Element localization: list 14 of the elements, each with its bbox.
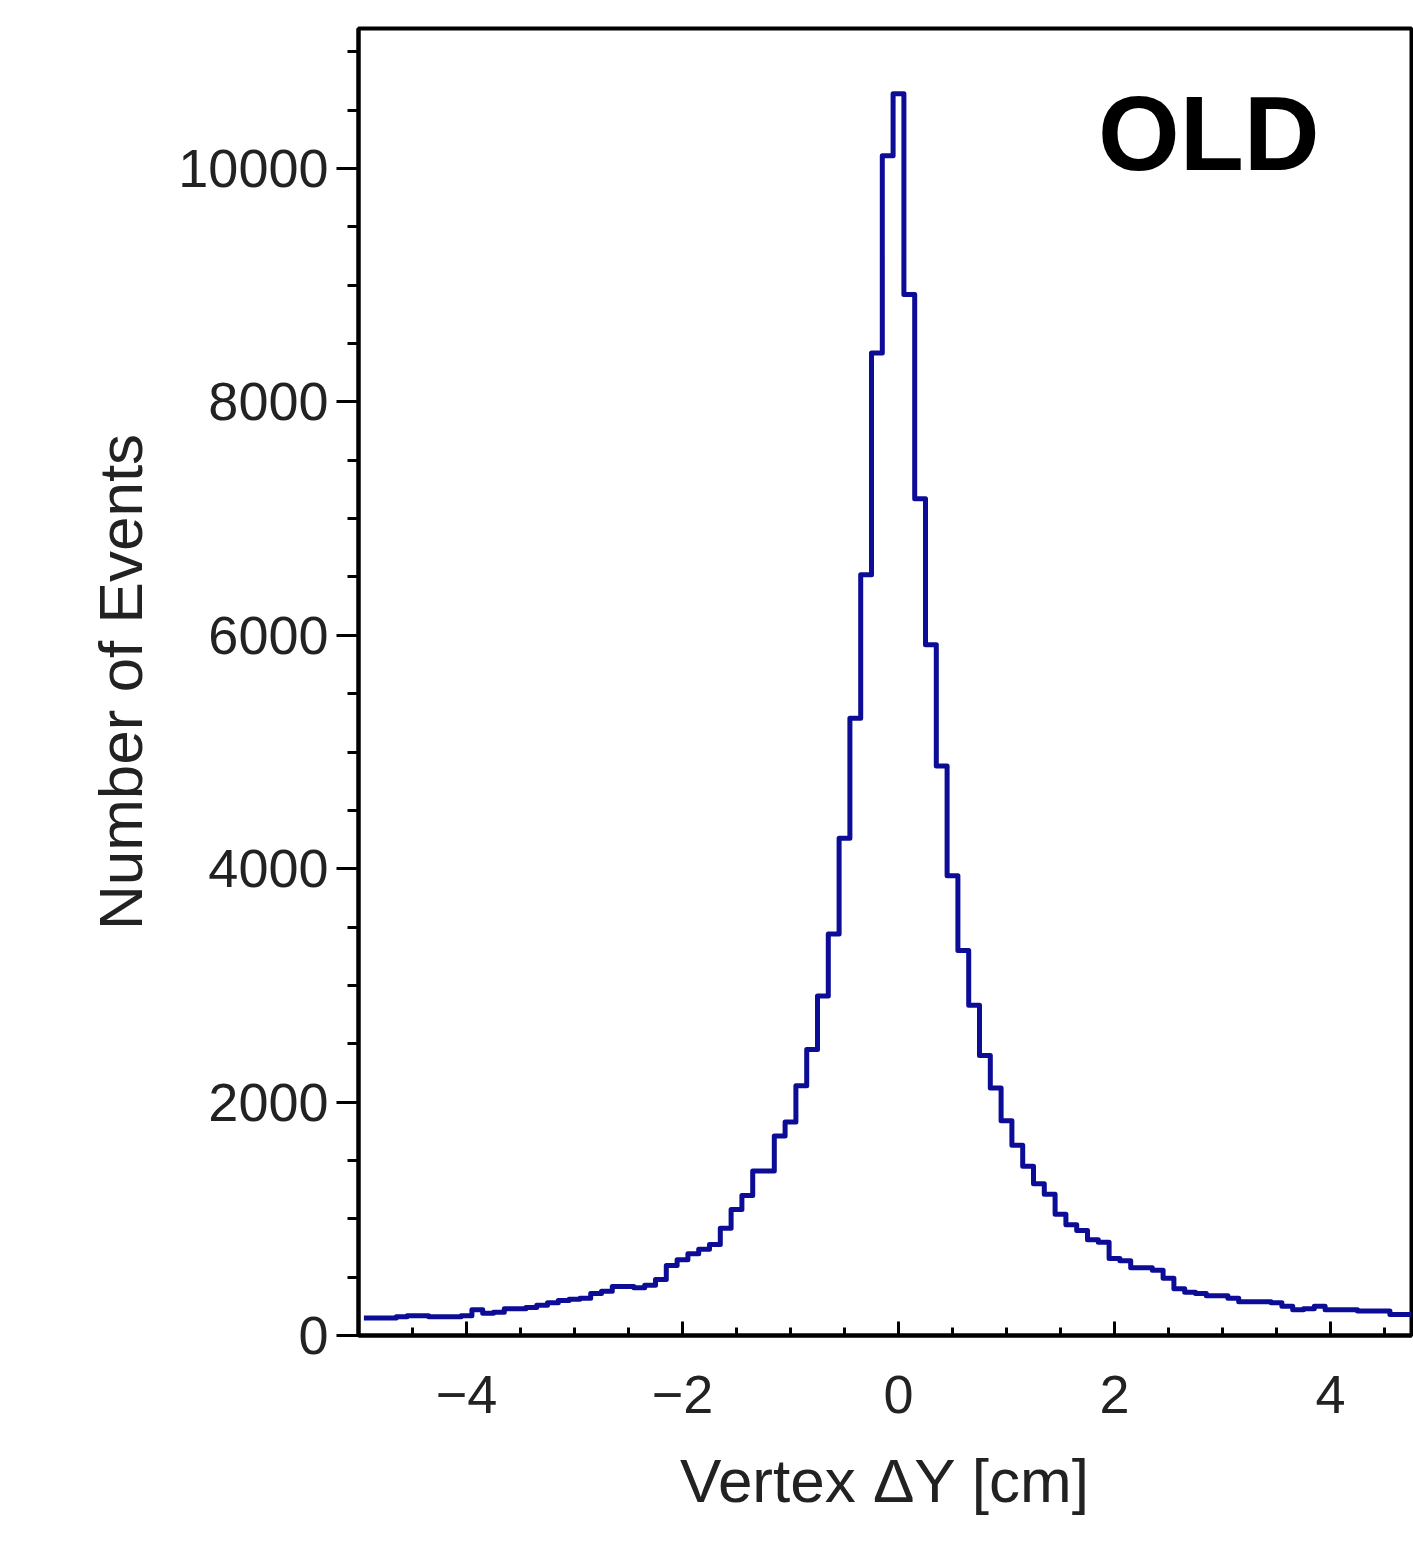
- x-tick-label: 4: [1315, 1363, 1346, 1424]
- y-tick-label: 10000: [178, 138, 329, 199]
- x-tick-label: 2: [1099, 1363, 1130, 1424]
- x-axis-title: Vertex ΔY [cm]: [679, 1445, 1089, 1515]
- y-tick-label: 2000: [208, 1071, 329, 1132]
- x-tick-label: −4: [435, 1363, 498, 1424]
- annotation: OLD: [1098, 74, 1320, 192]
- y-tick-label: 8000: [208, 371, 329, 432]
- y-axis-title: Number of Events: [86, 433, 156, 931]
- y-tick-label: 0: [298, 1305, 329, 1365]
- y-tick-label: 6000: [208, 604, 329, 665]
- x-tick-label: −2: [651, 1363, 714, 1424]
- y-tick-label: 4000: [208, 838, 329, 899]
- x-tick-label: 0: [883, 1363, 914, 1424]
